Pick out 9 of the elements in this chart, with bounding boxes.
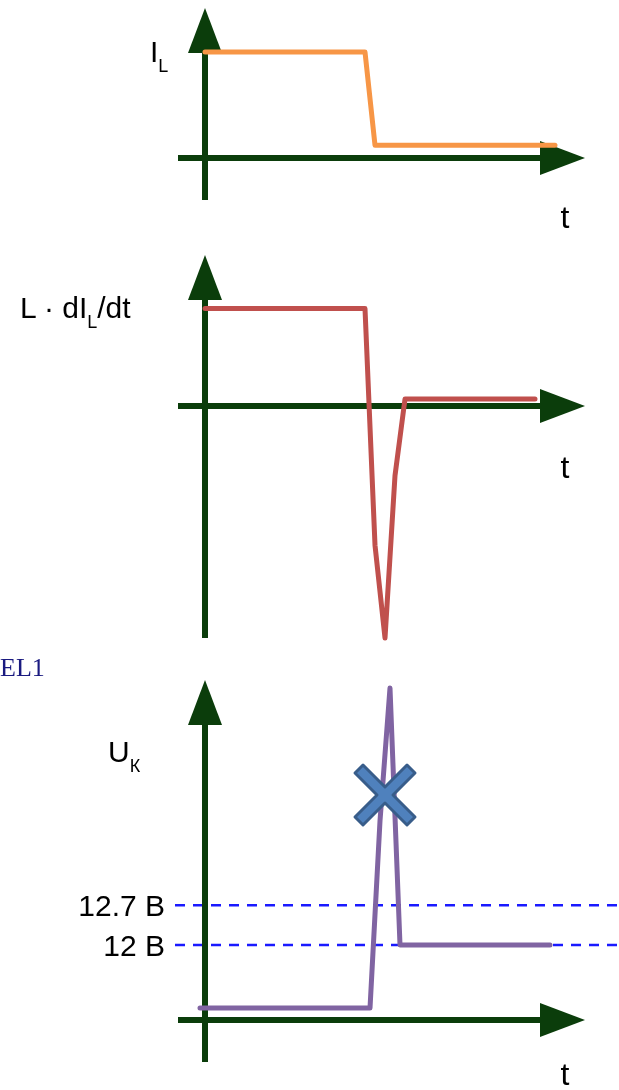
x-axis-title: t — [560, 1056, 570, 1090]
x-axis-title: t — [560, 449, 570, 485]
y-axis-title: L · dI$_{L}$/dt — [20, 291, 132, 332]
ref-line-label: 12.7 В — [78, 889, 165, 923]
ref-line-label: 12 В — [103, 928, 165, 962]
y-axis-title: I$_{L}$ — [150, 35, 169, 76]
y-axis-title: U$_{К}$ — [108, 735, 141, 776]
x-axis-title: t — [560, 199, 570, 235]
text: EL1 — [0, 653, 45, 682]
